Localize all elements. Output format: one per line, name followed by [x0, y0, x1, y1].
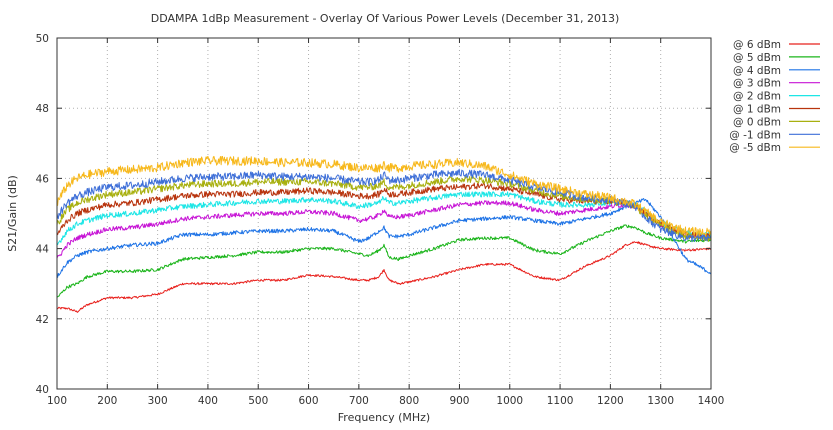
y-tick-label: 40: [36, 384, 49, 396]
grid: [57, 38, 711, 389]
x-axis-label: Frequency (MHz): [338, 411, 430, 424]
x-tick-label: 300: [148, 395, 168, 407]
legend-label: @ 0 dBm: [733, 116, 781, 128]
series-line-8: [56, 155, 712, 237]
series-line-0: [56, 241, 712, 313]
x-tick-label: 200: [97, 395, 117, 407]
chart-title: DDAMPA 1dBp Measurement - Overlay Of Var…: [151, 12, 620, 25]
y-tick-label: 50: [36, 33, 49, 45]
series-line-4: [56, 191, 712, 246]
x-tick-label: 100: [47, 395, 67, 407]
legend-label: @ 3 dBm: [733, 78, 781, 90]
series-line-3: [56, 200, 712, 259]
series-line-1: [56, 224, 712, 298]
x-tick-label: 400: [198, 395, 218, 407]
series-line-2: [56, 198, 712, 279]
legend-label: @ 2 dBm: [733, 91, 781, 103]
x-tick-label: 1000: [496, 395, 523, 407]
legend-label: @ 5 dBm: [733, 52, 781, 64]
legend-label: @ 4 dBm: [733, 65, 781, 77]
series-layer: [56, 155, 712, 313]
y-tick-label: 48: [36, 103, 49, 115]
x-tick-label: 900: [449, 395, 469, 407]
series-line-7: [56, 168, 712, 243]
y-tick-label: 42: [36, 314, 49, 326]
y-tick-label: 46: [36, 173, 50, 185]
x-tick-label: 1300: [647, 395, 674, 407]
x-tick-label: 600: [299, 395, 319, 407]
y-axis-label: S21/Gain (dB): [6, 175, 19, 252]
x-tick-label: 1400: [698, 395, 725, 407]
y-tick-label: 44: [36, 244, 50, 256]
plot-frame: [56, 37, 712, 390]
x-tick-label: 500: [248, 395, 268, 407]
legend-label: @ 1 dBm: [733, 104, 781, 116]
x-tick-label: 1100: [547, 395, 574, 407]
x-tick-label: 700: [349, 395, 369, 407]
x-tick-label: 1200: [597, 395, 624, 407]
legend: @ 6 dBm@ 5 dBm@ 4 dBm@ 3 dBm@ 2 dBm@ 1 d…: [729, 39, 820, 154]
x-tick-label: 800: [399, 395, 419, 407]
legend-label: @ 6 dBm: [733, 39, 781, 51]
legend-label: @ -5 dBm: [729, 142, 781, 154]
legend-label: @ -1 dBm: [729, 129, 781, 141]
tick-labels: 100 200 300 400 500 600 700 800 900 1000 1100 1200 1…: [36, 33, 725, 407]
